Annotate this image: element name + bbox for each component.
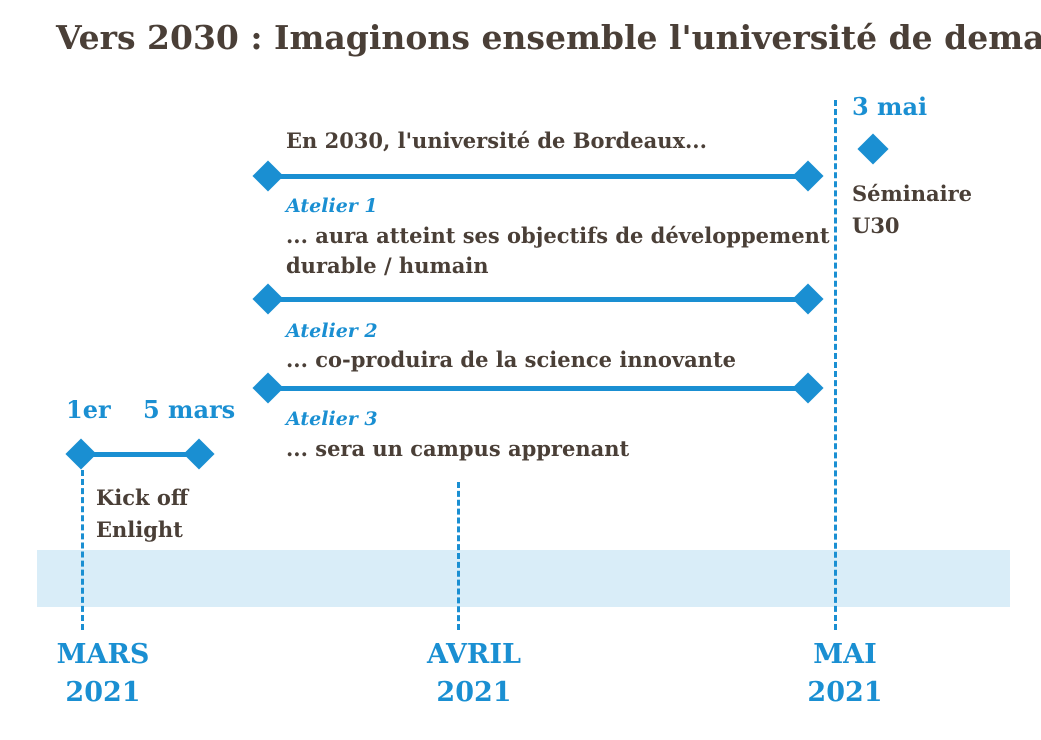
atelier-line-2-start-diamond xyxy=(252,283,284,315)
atelier-line-3-start-diamond xyxy=(252,372,284,404)
page-title: Vers 2030 : Imaginons ensemble l'univers… xyxy=(56,18,1041,57)
atelier-line-1 xyxy=(268,174,808,179)
kickoff-end-label: 5 mars xyxy=(143,395,236,424)
atelier-line-1-start-diamond xyxy=(252,160,284,192)
seminar-date-label: 3 mai xyxy=(852,92,928,121)
atelier-line-2 xyxy=(268,297,808,302)
month-mars-name: MARS xyxy=(56,639,150,670)
seminar-diamond xyxy=(857,133,889,165)
atelier-1-text-line2: durable / humain xyxy=(286,253,489,278)
month-mars-year: 2021 xyxy=(65,677,141,708)
kickoff-end-diamond xyxy=(183,438,215,470)
month-avril-year: 2021 xyxy=(436,677,512,708)
mars-marker xyxy=(81,470,84,630)
kickoff-line xyxy=(81,452,199,457)
atelier-3-label: Atelier 3 xyxy=(286,408,378,430)
month-mars: MARS 2021 xyxy=(33,636,173,712)
seminar-text-line1: Séminaire xyxy=(852,181,973,206)
atelier-1-label: Atelier 1 xyxy=(286,195,378,217)
seminar-text-line2: U30 xyxy=(852,213,900,238)
month-avril: AVRIL 2021 xyxy=(404,636,544,712)
atelier-2-label: Atelier 2 xyxy=(286,320,378,342)
atelier-3-text-line1: ... sera un campus apprenant xyxy=(286,436,630,461)
kickoff-text-line2: Enlight xyxy=(96,517,183,542)
timeline-band xyxy=(37,550,1010,607)
month-avril-name: AVRIL xyxy=(427,639,521,670)
ateliers-intro: En 2030, l'université de Bordeaux... xyxy=(286,128,707,153)
kickoff-start-diamond xyxy=(65,438,97,470)
atelier-line-2-end-diamond xyxy=(792,283,824,315)
avril-marker xyxy=(457,482,460,630)
atelier-line-1-end-diamond xyxy=(792,160,824,192)
kickoff-start-label: 1er xyxy=(66,395,111,424)
month-mai: MAI 2021 xyxy=(775,636,915,712)
month-mai-name: MAI xyxy=(813,639,877,670)
atelier-2-text-line1: ... co-produira de la science innovante xyxy=(286,347,737,372)
month-mai-year: 2021 xyxy=(807,677,883,708)
atelier-1-text-line1: ... aura atteint ses objectifs de dévelo… xyxy=(286,223,830,248)
atelier-line-3-end-diamond xyxy=(792,372,824,404)
kickoff-text-line1: Kick off xyxy=(96,485,189,510)
mai-marker xyxy=(834,100,837,630)
atelier-line-3 xyxy=(268,386,808,391)
